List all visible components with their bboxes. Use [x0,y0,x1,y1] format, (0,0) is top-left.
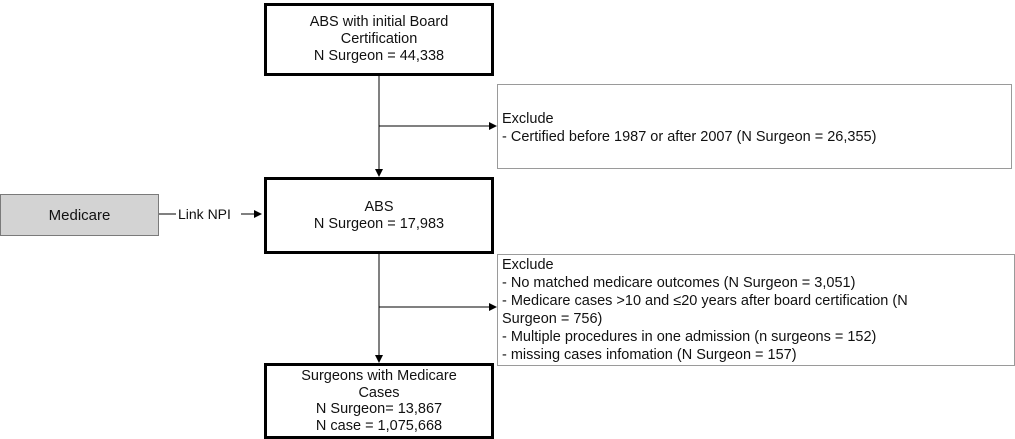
exclude-2-item-4: - missing cases infomation (N Surgeon = … [502,347,797,363]
box-surgeons-count: N Surgeon= 13,867 [315,401,443,417]
box-surgeons-cases: N case = 1,075,668 [315,417,443,434]
exclude-2-item-1: - No matched medicare outcomes (N Surgeo… [502,275,856,291]
box-abs-initial-count: N Surgeon = 44,338 [313,48,445,64]
exclude-2-item-2-cont: Surgeon = 756) [502,311,603,327]
medicare-label: Medicare [48,206,111,224]
exclude-box-2: Exclude - No matched medicare outcomes (… [497,254,1015,366]
box-surgeons-line1: Surgeons with Medicare [301,368,457,384]
exclude-1-title: Exclude [502,111,554,127]
exclude-2-item-2: - Medicare cases >10 and ≤20 years after… [502,293,908,309]
exclude-box-1: Exclude - Certified before 1987 or after… [497,84,1012,169]
box-abs-count: N Surgeon = 17,983 [313,215,445,232]
link-npi-label: Link NPI [176,206,233,222]
medicare-box: Medicare [0,194,159,236]
box-surgeons-line2: Cases [358,384,400,401]
box-abs: ABS N Surgeon = 17,983 [264,177,494,254]
box-surgeons-medicare: Surgeons with Medicare Cases N Surgeon= … [264,363,494,439]
exclude-2-title: Exclude [502,257,554,273]
box-abs-initial: ABS with initial Board Certification N S… [264,3,494,76]
exclude-1-item: - Certified before 1987 or after 2007 (N… [502,129,877,145]
box-abs-title: ABS [364,198,394,215]
box-abs-initial-line1: ABS with initial Board [309,14,449,30]
exclude-2-item-3: - Multiple procedures in one admission (… [502,329,877,345]
box-abs-initial-line2: Certification [340,31,418,47]
